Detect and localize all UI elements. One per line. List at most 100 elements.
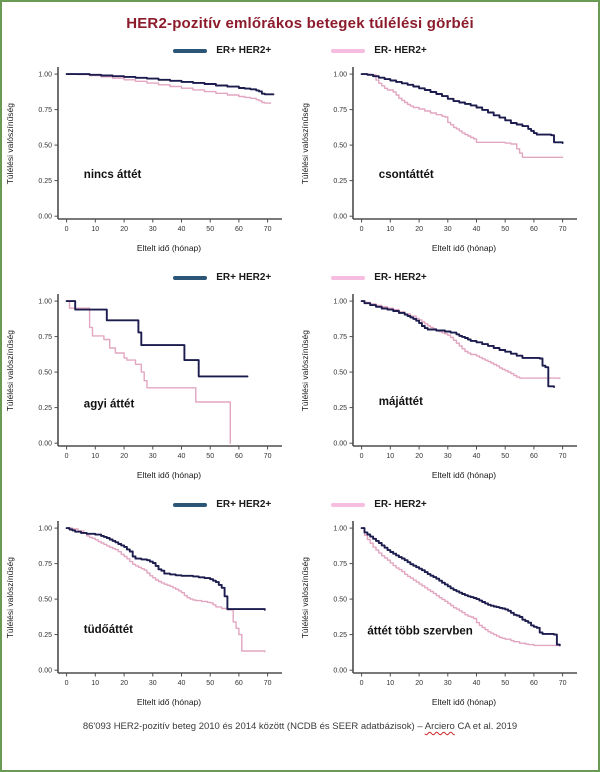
svg-text:70: 70 [559,680,567,687]
svg-text:0.00: 0.00 [38,214,52,221]
caption-post: CA et al. 2019 [454,721,518,732]
er-neg-line-swatch [331,48,366,53]
svg-text:50: 50 [501,226,509,233]
er-neg-her2-curve [360,73,564,158]
svg-text:1.00: 1.00 [333,526,347,533]
svg-text:40: 40 [473,226,481,233]
svg-text:60: 60 [530,226,538,233]
x-axis-label: Eltelt idő (hónap) [431,243,497,253]
svg-text:0.75: 0.75 [38,561,52,568]
er-neg-her2-curve [65,300,231,444]
er-pos-line-swatch [173,48,208,53]
y-axis-label: Túlélési valószínűség [5,556,15,639]
legend-label-er-pos: ER+ HER2+ [216,499,272,510]
legend-item-er-pos: ER+ HER2+ [173,45,271,56]
svg-text:0.50: 0.50 [333,143,347,150]
legend-row-1: ER+ HER2+ ER- HER2+ [2,43,598,58]
svg-text:0: 0 [360,680,364,687]
svg-text:1.00: 1.00 [38,72,52,79]
svg-text:50: 50 [206,680,214,687]
chart-attet-tobb-szervben: Túlélési valószínűség 0.00 0.25 0.50 0.75 1.… [300,514,595,707]
svg-text:0.75: 0.75 [38,107,52,114]
y-axis-label: Túlélési valószínűség [300,329,310,412]
er-neg-line-swatch [331,502,366,507]
svg-text:0.50: 0.50 [38,597,52,604]
plot-annotation: májáttét [379,396,423,408]
svg-text:30: 30 [149,680,157,687]
er-pos-line-swatch [173,502,208,507]
svg-text:0.00: 0.00 [333,214,347,221]
svg-text:20: 20 [415,453,423,460]
er-neg-line-swatch [331,275,366,280]
svg-text:0: 0 [65,453,69,460]
svg-text:0.25: 0.25 [38,632,52,639]
svg-text:20: 20 [120,226,128,233]
svg-text:10: 10 [386,226,394,233]
svg-text:1.00: 1.00 [333,299,347,306]
plot-annotation: nincs áttét [84,169,142,181]
plot-annotation: agyi áttét [84,399,135,411]
svg-text:0.75: 0.75 [333,107,347,114]
svg-text:50: 50 [206,453,214,460]
x-axis-label: Eltelt idő (hónap) [136,697,202,707]
legend-row-3: ER+ HER2+ ER- HER2+ [2,497,598,512]
chart-csontattet: Túlélési valószínűség 0.00 0.25 0.50 0.75 1.… [300,60,595,253]
legend-label-er-neg: ER- HER2+ [374,272,427,283]
chart-tudoattet: Túlélési valószínűség 0.00 0.25 0.50 0.75 1.… [5,514,300,707]
legend-label-er-pos: ER+ HER2+ [216,45,272,56]
caption: 86'093 HER2-pozitív beteg 2010 és 2014 k… [2,721,598,732]
svg-text:70: 70 [264,453,272,460]
svg-text:70: 70 [264,226,272,233]
chart-majattet: Túlélési valószínűség 0.00 0.25 0.50 0.75 1.… [300,287,595,480]
er-neg-her2-curve [65,73,272,104]
svg-text:1.00: 1.00 [38,299,52,306]
svg-text:40: 40 [178,680,186,687]
legend-row-2: ER+ HER2+ ER- HER2+ [2,270,598,285]
survival-plot-majattet: 0.00 0.25 0.50 0.75 1.00 0 10 20 30 40 50 60 70 máját… [333,294,577,460]
svg-text:60: 60 [235,680,243,687]
er-pos-her2-curve [65,73,275,96]
legend-item-er-neg: ER- HER2+ [331,272,427,283]
survival-plot-agyi-attet: 0.00 0.25 0.50 0.75 1.00 0 10 20 30 40 50 60 70 agyi … [38,294,282,460]
svg-text:70: 70 [264,680,272,687]
svg-text:0.75: 0.75 [333,334,347,341]
page-title: HER2-pozitív emlőrákos betegek túlélési … [126,15,474,32]
caption-pre: 86'093 HER2-pozitív beteg 2010 és 2014 k… [82,721,425,732]
svg-text:0.75: 0.75 [38,334,52,341]
svg-text:0.25: 0.25 [333,405,347,412]
svg-text:30: 30 [149,226,157,233]
er-pos-her2-curve [360,527,561,647]
er-neg-her2-curve [360,300,561,380]
er-pos-her2-curve [360,73,564,144]
svg-text:40: 40 [178,226,186,233]
legend-label-er-neg: ER- HER2+ [374,499,427,510]
svg-text:10: 10 [386,680,394,687]
svg-text:0.00: 0.00 [38,668,52,675]
plot-annotation: tüdőáttét [84,624,133,636]
y-axis-label: Túlélési valószínűség [5,102,15,185]
svg-text:0.50: 0.50 [38,370,52,377]
svg-text:70: 70 [559,453,567,460]
svg-text:30: 30 [444,680,452,687]
legend-item-er-pos: ER+ HER2+ [173,499,271,510]
er-pos-her2-curve [65,527,266,611]
svg-text:30: 30 [444,453,452,460]
svg-text:0.25: 0.25 [333,632,347,639]
svg-text:1.00: 1.00 [333,72,347,79]
svg-text:20: 20 [120,680,128,687]
svg-text:0: 0 [360,453,364,460]
svg-text:1.00: 1.00 [38,526,52,533]
y-axis-label: Túlélési valószínűség [300,102,310,185]
svg-text:40: 40 [473,680,481,687]
svg-text:0.75: 0.75 [333,561,347,568]
svg-text:50: 50 [501,680,509,687]
survival-plot-tudoattet: 0.00 0.25 0.50 0.75 1.00 0 10 20 30 40 50 60 70 tüdőá… [38,521,282,687]
chart-agyi-attet: Túlélési valószínűség 0.00 0.25 0.50 0.75 1.… [5,287,300,480]
er-pos-her2-curve [360,300,555,388]
svg-text:40: 40 [473,453,481,460]
er-neg-her2-curve [65,527,266,653]
svg-text:0.50: 0.50 [333,597,347,604]
svg-text:0.00: 0.00 [38,441,52,448]
svg-text:20: 20 [415,226,423,233]
svg-text:0.00: 0.00 [333,668,347,675]
